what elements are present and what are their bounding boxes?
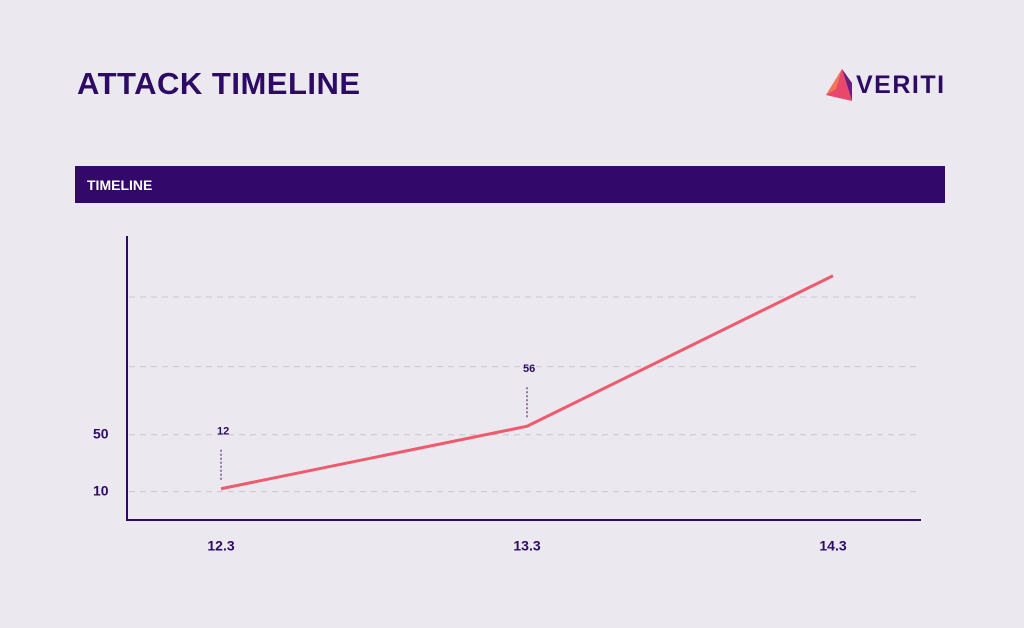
x-tick-label: 12.3: [207, 538, 234, 554]
section-banner: TIMELINE: [75, 166, 945, 203]
x-tick-label: 14.3: [819, 538, 846, 554]
logo: VERITI: [826, 68, 946, 102]
section-title: TIMELINE: [87, 177, 153, 193]
line-series: [220, 274, 834, 491]
logo-icon: [826, 69, 852, 101]
data-label: 56: [523, 363, 535, 375]
x-tick-label: 13.3: [513, 538, 540, 554]
y-tick-label: 50: [93, 426, 109, 442]
page-title: ATTACK TIMELINE: [77, 66, 361, 101]
y-tick-label: 10: [93, 482, 109, 498]
logo-text: VERITI: [856, 70, 946, 99]
data-label: 12: [217, 426, 229, 438]
